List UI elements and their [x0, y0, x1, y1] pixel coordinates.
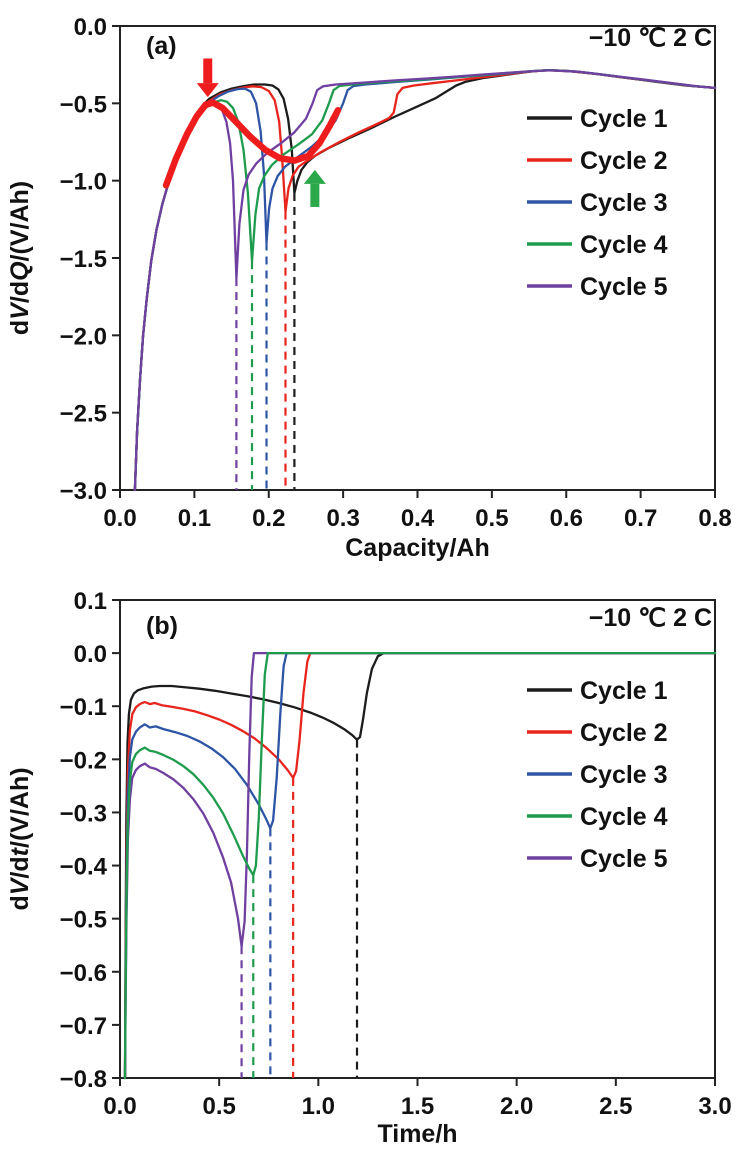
series-line-cycle-2	[123, 651, 717, 1080]
y-tick-label: −0.3	[60, 800, 107, 827]
x-tick-label: 1.0	[302, 1093, 335, 1120]
x-tick-label: 0.6	[550, 505, 583, 532]
x-tick-label: 0.5	[202, 1093, 235, 1120]
plot-border	[119, 599, 716, 1079]
panel-b-chart: 0.0 0.5 1.0 1.5 2.0 2.5 3.0 0.1 0.0 −0.1 −0.2 −0.3 −…	[6, 588, 732, 1148]
x-tick-label: 0.0	[103, 505, 136, 532]
panel-a-chart: 0.0 0.1 0.2 0.3 0.4 0.5 0.6 0.7 0.8 0.0 −0.5 −1.0 −1…	[6, 14, 732, 562]
red-down-arrow-icon	[196, 83, 219, 98]
y-tick-label: −0.2	[60, 747, 107, 774]
condition-label: −10 ℃ 2 C	[589, 604, 712, 632]
series-line-cycle-3	[123, 651, 717, 1080]
legend-label: Cycle 2	[580, 147, 668, 175]
x-tick-label: 0.4	[401, 505, 435, 532]
x-tick-label: 2.0	[500, 1093, 533, 1120]
y-tick-label: −1.0	[60, 169, 107, 196]
y-tick-label: −2.0	[60, 323, 107, 350]
trend-highlight-curve	[162, 99, 342, 189]
y-tick-label: −2.5	[60, 401, 107, 428]
x-tick-label: 0.0	[103, 1093, 136, 1120]
panel-letter: (a)	[146, 32, 177, 60]
series-line-cycle-4	[123, 651, 717, 1080]
legend-label: Cycle 1	[580, 105, 668, 133]
x-tick-label: 3.0	[698, 1093, 731, 1120]
y-tick-label: 0.0	[74, 14, 107, 41]
x-tick-label: 0.7	[624, 505, 657, 532]
x-tick-label: 1.5	[401, 1093, 434, 1120]
x-axis-label: Capacity/Ah	[345, 534, 489, 562]
legend-label: Cycle 2	[580, 719, 668, 747]
y-tick-label: −0.6	[60, 960, 107, 987]
legend-label: Cycle 5	[580, 845, 668, 873]
legend-label: Cycle 1	[580, 677, 668, 705]
green-up-arrow-icon	[303, 169, 326, 184]
x-tick-label: 0.3	[326, 505, 359, 532]
x-tick-label: 0.1	[178, 505, 211, 532]
legend-label: Cycle 3	[580, 189, 668, 217]
y-tick-label: −0.7	[60, 1013, 107, 1040]
x-tick-label: 0.2	[252, 505, 285, 532]
y-axis-label: dV/dt/(V/Ah)	[6, 767, 34, 910]
series-line-cycle-5	[123, 651, 717, 1080]
panel-letter: (b)	[146, 612, 178, 640]
y-tick-label: 0.0	[74, 641, 107, 668]
y-tick-label: −0.1	[60, 694, 107, 721]
x-axis-label: Time/h	[377, 1120, 457, 1148]
y-axis-label: dV/dQ/(V/Ah)	[6, 181, 34, 335]
y-tick-label: −0.5	[60, 91, 107, 118]
x-tick-label: 0.5	[475, 505, 508, 532]
y-tick-label: −1.5	[60, 246, 107, 273]
series-line-cycle-1	[123, 651, 717, 1080]
x-tick-label: 2.5	[599, 1093, 632, 1120]
legend-label: Cycle 3	[580, 761, 668, 789]
y-tick-label: −0.8	[60, 1066, 107, 1093]
legend-label: Cycle 4	[580, 231, 668, 259]
legend-label: Cycle 4	[580, 803, 668, 831]
x-tick-label: 0.8	[698, 505, 731, 532]
condition-label: −10 ℃ 2 C	[589, 24, 712, 52]
y-tick-label: −0.5	[60, 907, 107, 934]
legend-label: Cycle 5	[580, 273, 668, 301]
y-tick-label: −0.4	[60, 854, 108, 881]
y-tick-label: 0.1	[74, 588, 107, 615]
y-tick-label: −3.0	[60, 478, 107, 505]
